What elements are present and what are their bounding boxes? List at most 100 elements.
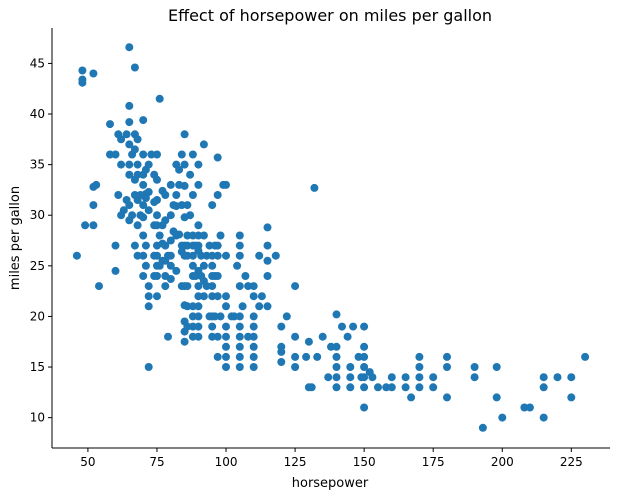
scatter-point <box>188 312 197 321</box>
scatter-point <box>222 251 230 260</box>
scatter-point <box>520 403 529 412</box>
scatter-point <box>180 130 189 139</box>
scatter-point <box>238 302 247 311</box>
scatter-point <box>106 120 114 129</box>
scatter-point <box>304 337 313 346</box>
scatter-point <box>263 241 272 250</box>
scatter-point <box>128 211 137 220</box>
scatter-point <box>332 352 341 361</box>
scatter-point <box>202 251 211 260</box>
scatter-point <box>81 221 90 230</box>
scatter-point <box>249 282 258 291</box>
scatter-point <box>360 322 369 331</box>
scatter-point <box>277 322 286 331</box>
scatter-point <box>498 413 507 422</box>
scatter-point <box>222 352 230 361</box>
scatter-point <box>92 180 101 189</box>
scatter-point <box>125 170 134 179</box>
scatter-point <box>153 150 161 159</box>
scatter-point <box>263 272 272 280</box>
scatter-point <box>133 251 142 260</box>
scatter-point <box>155 94 164 103</box>
x-tick-label: 225 <box>560 455 583 469</box>
scatter-point <box>324 373 333 382</box>
scatter-point <box>387 373 396 382</box>
y-tick-label: 30 <box>30 208 45 222</box>
y-tick-label: 35 <box>30 158 45 172</box>
scatter-point <box>119 206 128 215</box>
scatter-point <box>194 180 203 189</box>
scatter-point <box>539 383 548 392</box>
scatter-point <box>188 261 197 270</box>
scatter-point <box>222 180 230 189</box>
scatter-point <box>263 223 272 232</box>
scatter-point <box>144 363 153 371</box>
scatter-point <box>307 383 316 392</box>
scatter-point <box>291 332 300 341</box>
scatter-point <box>470 363 479 371</box>
scatter-point <box>291 282 300 291</box>
scatter-point <box>199 231 208 240</box>
scatter-point <box>338 322 346 331</box>
scatter-point <box>249 342 258 351</box>
x-axis-label: horsepower <box>292 476 369 491</box>
scatter-point <box>539 413 548 422</box>
scatter-point <box>222 302 230 311</box>
scatter-point <box>360 403 369 412</box>
x-axis: 50 75 100 125 150 175 200 225 <box>52 447 610 469</box>
scatter-point <box>470 373 479 382</box>
scatter-point <box>166 236 175 245</box>
scatter-point <box>277 358 286 366</box>
scatter-point <box>175 230 184 239</box>
scatter-point <box>492 393 501 402</box>
scatter-point <box>213 153 222 162</box>
scatter-point <box>310 183 319 192</box>
scatter-point <box>188 302 197 311</box>
scatter-point <box>213 352 222 361</box>
x-tick-label: 125 <box>284 455 307 469</box>
scatter-point <box>194 231 203 240</box>
x-tick-label: 100 <box>215 455 238 469</box>
scatter-point <box>141 261 150 270</box>
y-axis-label: miles per gallon <box>8 186 23 290</box>
scatter-point <box>277 347 286 356</box>
scatter-point <box>183 201 192 210</box>
scatter-point <box>360 363 369 371</box>
scatter-point <box>166 211 175 220</box>
scatter-point <box>208 332 217 341</box>
scatter-point <box>144 292 153 301</box>
scatter-point <box>130 241 139 250</box>
scatter-point <box>443 352 451 361</box>
scatter-point <box>194 312 203 321</box>
scatter-point <box>208 261 217 270</box>
scatter-point <box>144 206 153 215</box>
scatter-point <box>249 363 258 371</box>
data-points <box>72 43 590 432</box>
scatter-point <box>153 211 161 220</box>
scatter-point <box>144 188 153 196</box>
scatter-point <box>343 332 352 341</box>
scatter-point <box>205 241 214 250</box>
scatter-point <box>111 150 120 159</box>
scatter-point <box>147 150 156 159</box>
scatter-point <box>332 383 341 392</box>
scatter-point <box>478 423 487 432</box>
scatter-point <box>263 302 272 311</box>
x-tick-label: 75 <box>149 455 164 469</box>
scatter-point <box>443 393 451 402</box>
scatter-point <box>139 201 148 210</box>
scatter-point <box>235 342 244 351</box>
scatter-point <box>133 170 142 179</box>
scatter-point <box>125 140 134 149</box>
scatter-point <box>249 352 258 361</box>
scatter-point <box>230 312 239 321</box>
scatter-point <box>235 251 244 260</box>
scatter-point <box>78 66 87 75</box>
scatter-point <box>244 332 253 341</box>
scatter-point <box>208 201 217 210</box>
scatter-point <box>235 332 244 341</box>
scatter-point <box>222 322 230 331</box>
scatter-point <box>525 403 534 412</box>
scatter-point <box>141 241 150 250</box>
